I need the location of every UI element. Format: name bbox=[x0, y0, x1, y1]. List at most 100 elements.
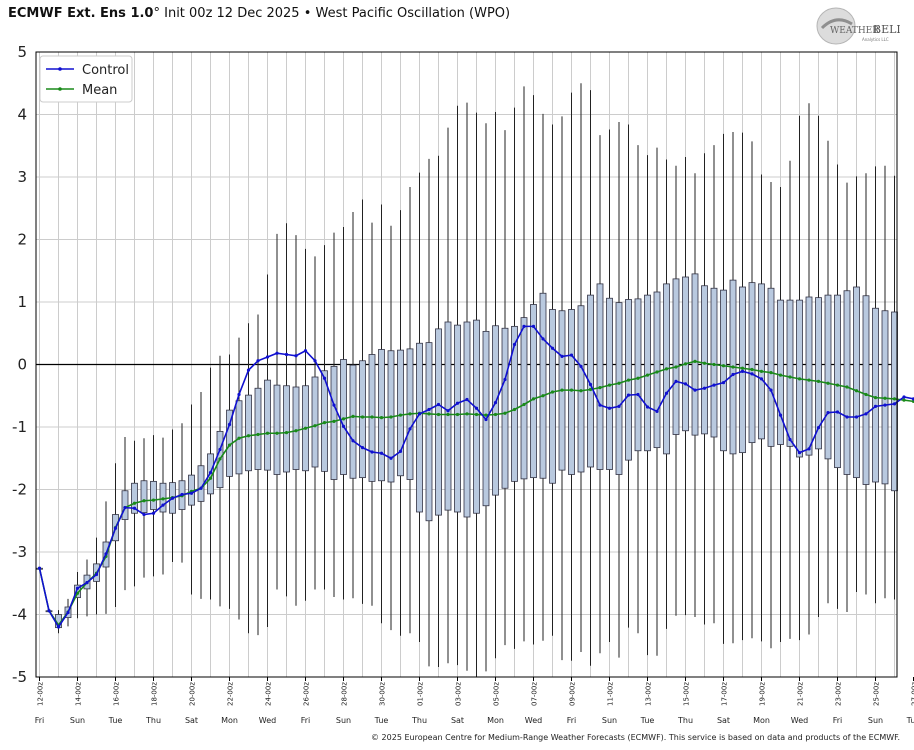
legend-control-label: Control bbox=[82, 63, 129, 78]
control-point bbox=[902, 395, 906, 399]
mean-point bbox=[351, 414, 355, 418]
mean-point bbox=[389, 415, 393, 419]
control-point bbox=[778, 413, 783, 417]
ensemble-box bbox=[691, 273, 699, 436]
ensemble-box bbox=[511, 325, 518, 482]
mean-point bbox=[759, 369, 764, 373]
logo-tagline: Analytics LLC bbox=[862, 37, 889, 42]
mean-point bbox=[664, 367, 669, 371]
mean-point bbox=[493, 412, 498, 417]
ensemble-box bbox=[292, 386, 300, 470]
y-tick-label: 2 bbox=[17, 231, 27, 249]
y-tick-label: -2 bbox=[12, 481, 27, 499]
x-day-label: Mon bbox=[221, 716, 238, 725]
x-date-label: 14-00z bbox=[75, 682, 83, 706]
control-point bbox=[389, 456, 393, 460]
control-point bbox=[275, 351, 279, 355]
x-date-label: 22-00z bbox=[227, 682, 235, 706]
control-point bbox=[142, 512, 146, 517]
x-day-label: Sat bbox=[717, 716, 730, 725]
control-point bbox=[579, 364, 583, 368]
control-point bbox=[826, 411, 830, 415]
x-day-label: Wed bbox=[525, 716, 542, 725]
control-point bbox=[332, 403, 336, 407]
mean-point bbox=[835, 383, 840, 387]
mean-point bbox=[446, 412, 450, 417]
x-date-label: 19-00z bbox=[759, 682, 767, 706]
mean-point bbox=[284, 431, 289, 435]
x-date-label: 05-00z bbox=[493, 682, 501, 706]
ensemble-box bbox=[634, 298, 642, 452]
control-point bbox=[598, 403, 602, 407]
x-day-label: Sun bbox=[70, 716, 85, 725]
y-axis: 5 4 3 2 1 0 -1 -2 -3 -4 -5 bbox=[12, 43, 27, 686]
mean-point bbox=[712, 362, 716, 367]
control-point bbox=[712, 383, 716, 387]
control-point bbox=[531, 324, 536, 328]
x-date-label: 30-00z bbox=[379, 682, 387, 706]
control-point bbox=[265, 355, 270, 359]
ensemble-box bbox=[473, 319, 480, 514]
control-point bbox=[370, 450, 374, 454]
mean-point bbox=[769, 371, 773, 375]
control-point bbox=[436, 402, 441, 407]
control-point bbox=[816, 426, 821, 430]
mean-point bbox=[161, 497, 165, 501]
control-point bbox=[607, 406, 612, 410]
ensemble-box bbox=[397, 349, 404, 477]
mean-point bbox=[322, 421, 327, 425]
ensemble-box bbox=[520, 317, 528, 480]
control-point bbox=[170, 496, 175, 500]
control-point bbox=[75, 586, 80, 590]
control-point bbox=[417, 412, 422, 416]
control-point bbox=[835, 410, 840, 414]
mean-point bbox=[541, 394, 545, 398]
mean-point bbox=[313, 424, 317, 428]
mean-point bbox=[142, 499, 146, 503]
control-point bbox=[626, 393, 631, 397]
ensemble-box bbox=[872, 307, 879, 483]
control-point bbox=[759, 377, 764, 381]
control-point bbox=[664, 391, 669, 395]
x-day-label: Sun bbox=[868, 716, 883, 725]
mean-point bbox=[379, 416, 384, 420]
ensemble-box bbox=[710, 287, 718, 438]
mean-point bbox=[265, 431, 270, 435]
mean-point bbox=[702, 361, 707, 365]
legend-mean-label: Mean bbox=[82, 83, 117, 98]
control-point bbox=[446, 409, 450, 413]
mean-point bbox=[683, 362, 688, 366]
legend-box bbox=[39, 55, 133, 103]
control-point bbox=[227, 422, 232, 427]
x-date-label: 11-00z bbox=[607, 682, 615, 706]
ensemble-box bbox=[273, 384, 281, 475]
ensemble-box bbox=[701, 285, 708, 435]
control-point bbox=[218, 447, 222, 452]
control-point bbox=[465, 397, 469, 402]
mean-point bbox=[294, 429, 298, 433]
mean-point bbox=[484, 413, 488, 417]
control-point bbox=[797, 451, 802, 455]
title-model: ECMWF Ext. Ens 1.0 bbox=[8, 6, 154, 21]
control-point bbox=[85, 581, 89, 585]
mean-point bbox=[911, 399, 914, 403]
x-date-label: 13-00z bbox=[645, 682, 653, 706]
x-date-label: 26-00z bbox=[303, 682, 311, 706]
mean-point bbox=[721, 364, 726, 368]
control-point bbox=[522, 324, 526, 328]
ensemble-box bbox=[853, 286, 860, 479]
x-date-label: 25-00z bbox=[873, 682, 881, 706]
y-tick-label: -1 bbox=[12, 418, 27, 436]
x-date-label: 23-00z bbox=[835, 682, 843, 706]
ensemble-box bbox=[131, 482, 138, 514]
x-day-label: Thu bbox=[411, 716, 427, 725]
mean-point bbox=[873, 396, 878, 400]
ensemble-box bbox=[824, 294, 832, 460]
ensemble-box bbox=[359, 360, 366, 479]
mean-point bbox=[550, 390, 555, 394]
legend: Control Mean bbox=[39, 55, 133, 103]
ensemble-box bbox=[862, 295, 870, 485]
control-point bbox=[208, 471, 213, 475]
control-point bbox=[702, 386, 707, 390]
mean-point bbox=[883, 396, 887, 400]
